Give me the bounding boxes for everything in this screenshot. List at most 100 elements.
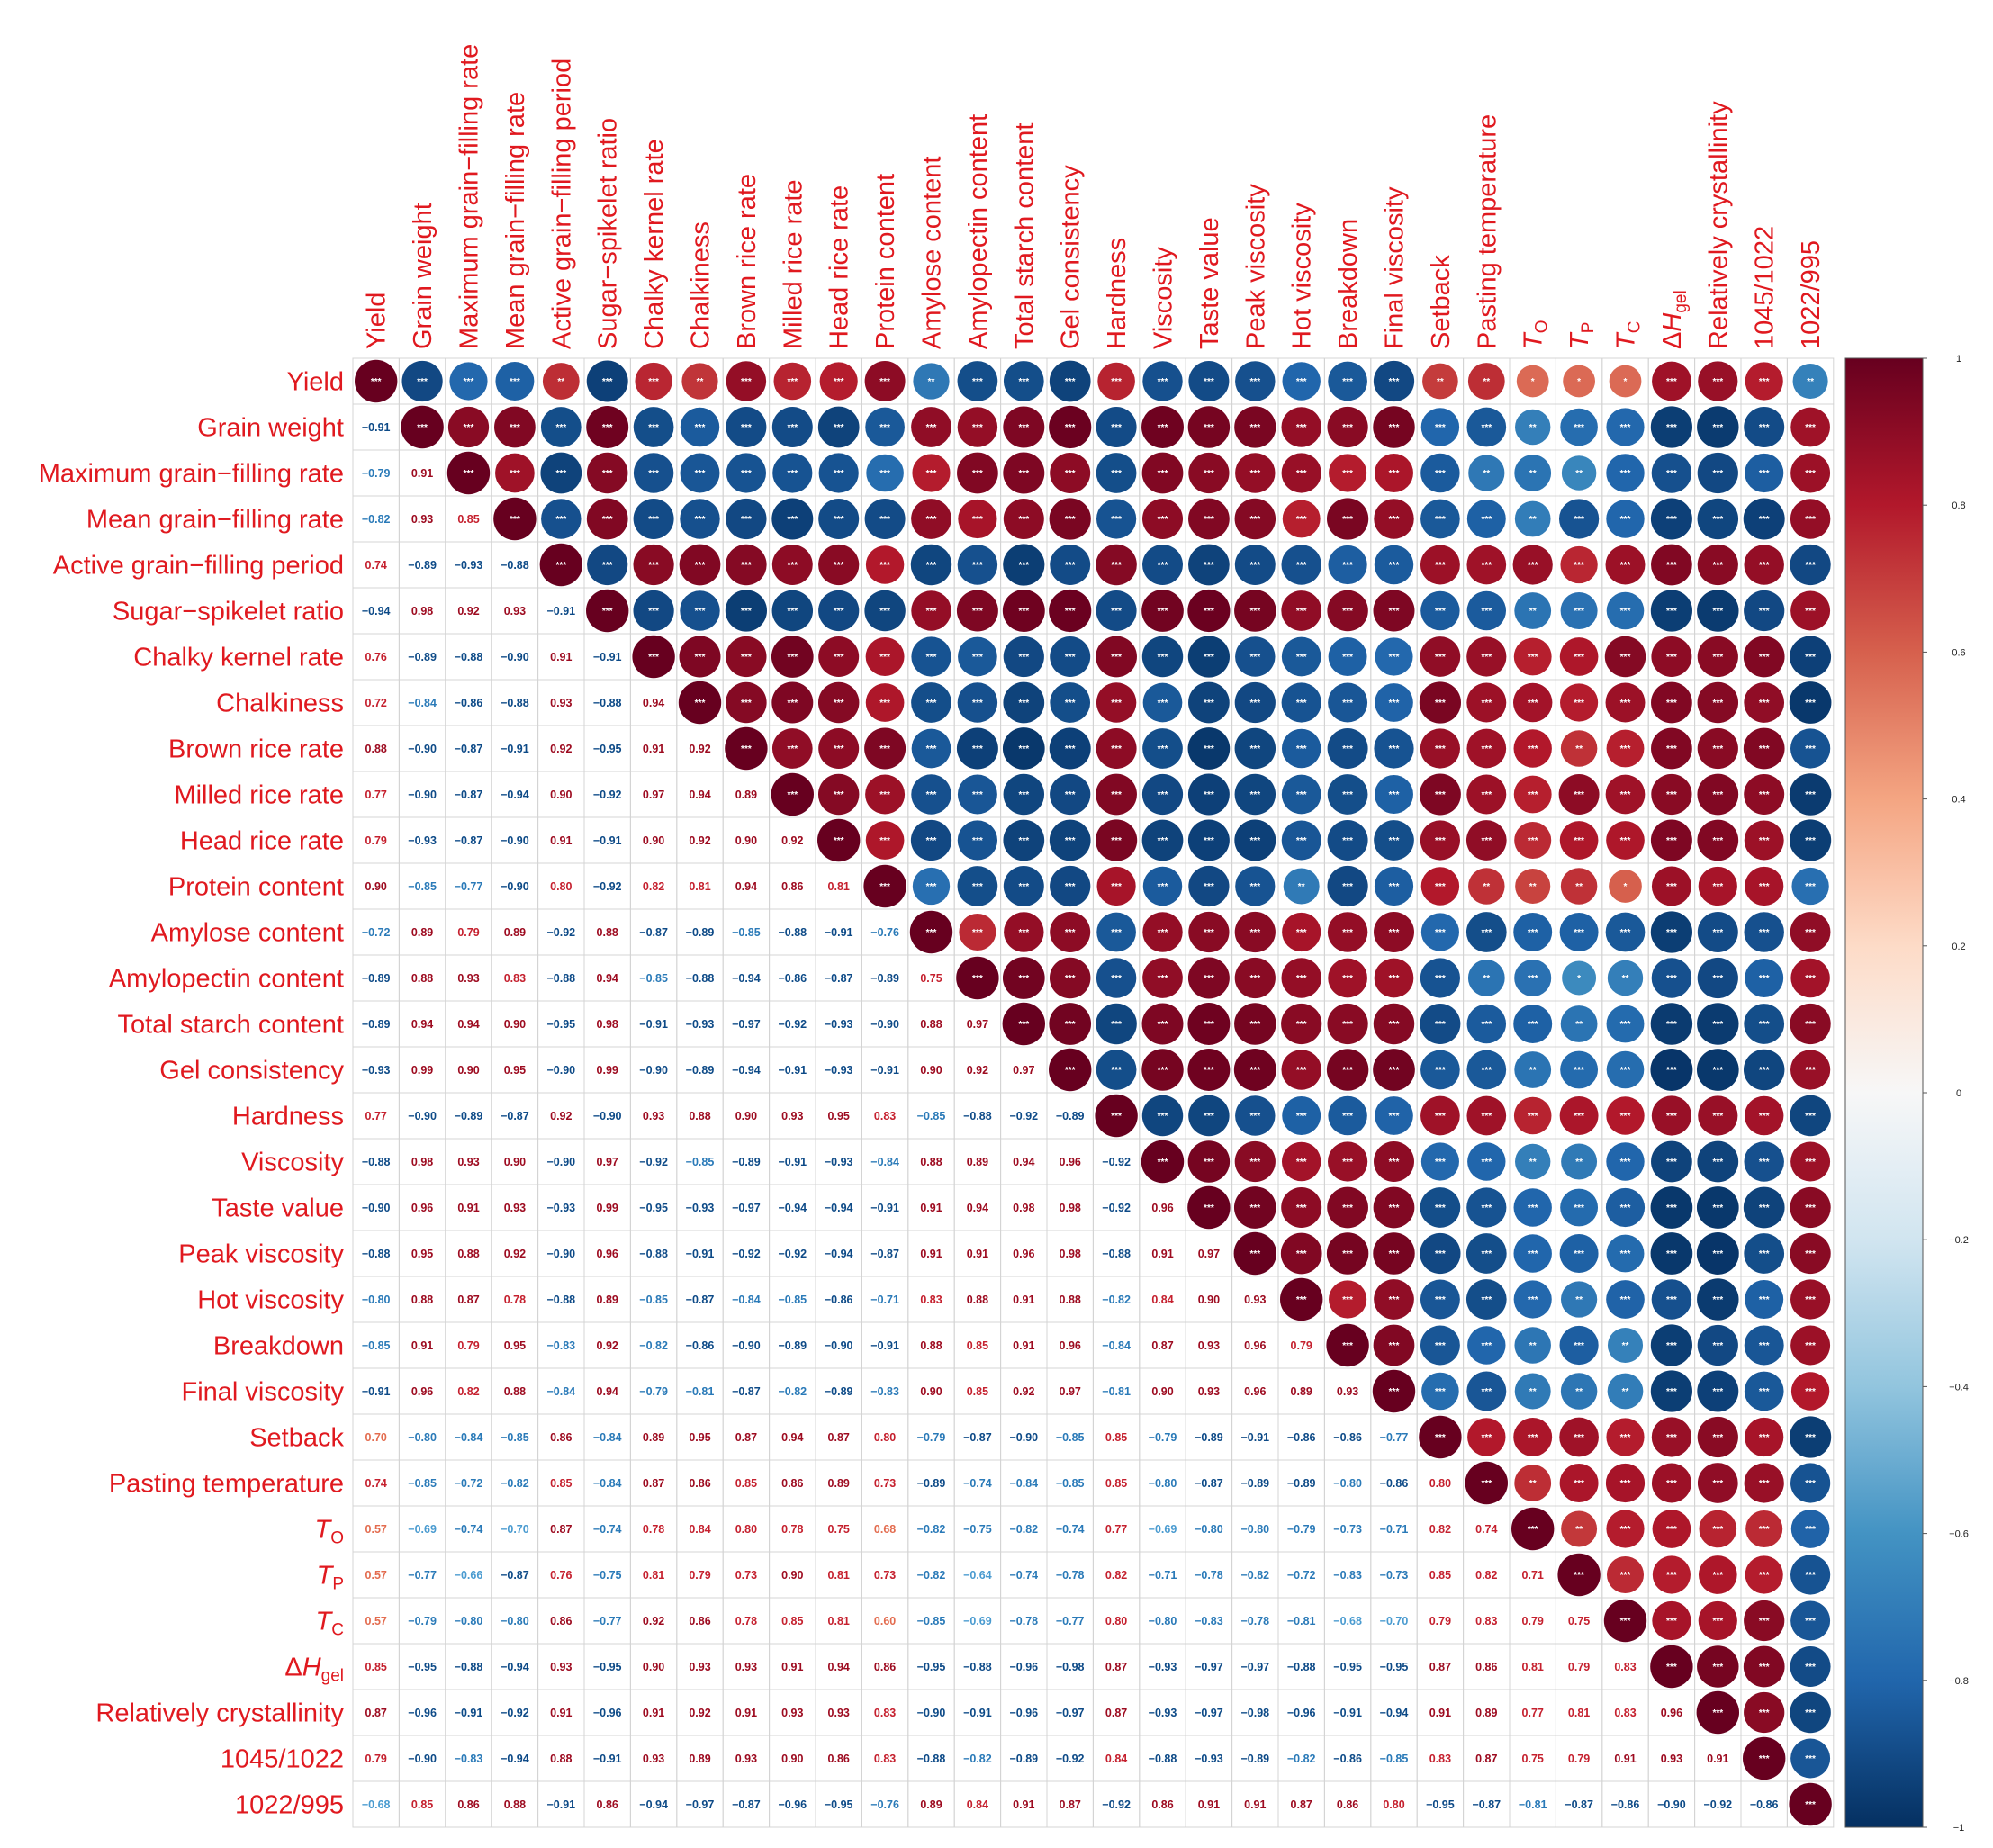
column-label: ΔHgel (1658, 290, 1691, 349)
correlation-value: −0.90 (501, 651, 529, 663)
correlation-value: 0.93 (550, 1661, 572, 1673)
row-label: Head rice rate (180, 827, 344, 856)
correlation-circle (912, 867, 951, 906)
correlation-value: 0.75 (1568, 1615, 1590, 1627)
correlation-value: −0.81 (686, 1385, 715, 1398)
correlation-circle (1468, 455, 1505, 491)
significance-label: *** (1481, 699, 1492, 708)
correlation-circle (1187, 727, 1231, 770)
significance-label: *** (1666, 1479, 1677, 1489)
significance-label: *** (1018, 653, 1029, 663)
correlation-value: −0.74 (593, 1523, 622, 1536)
correlation-value: −0.97 (1240, 1661, 1269, 1673)
significance-label: ** (1483, 882, 1490, 892)
significance-label: *** (1018, 744, 1029, 754)
correlation-circle (1326, 1049, 1369, 1091)
correlation-circle (1790, 1416, 1832, 1458)
significance-label: *** (1805, 1525, 1816, 1535)
correlation-value: −0.89 (1240, 1477, 1269, 1490)
correlation-circle (1466, 500, 1506, 538)
significance-label: *** (1574, 1066, 1584, 1076)
correlation-value: 0.96 (1060, 1339, 1081, 1352)
correlation-value: −0.88 (778, 926, 807, 939)
correlation-value: −0.90 (408, 1110, 437, 1122)
significance-label: *** (1018, 1020, 1029, 1030)
correlation-value: −0.89 (686, 1064, 715, 1077)
correlation-circle (539, 543, 582, 587)
correlation-circle (1466, 682, 1507, 723)
significance-label: *** (926, 561, 937, 571)
correlation-value: 0.93 (828, 1707, 850, 1719)
correlation-value: −0.91 (593, 834, 622, 847)
significance-label: *** (879, 561, 890, 571)
significance-label: ** (1575, 744, 1583, 754)
correlation-value: 0.92 (504, 1248, 526, 1260)
correlation-value: −0.92 (501, 1707, 529, 1719)
correlation-circle (1003, 681, 1045, 724)
correlation-circle (1652, 1510, 1691, 1548)
correlation-circle (1605, 1463, 1646, 1503)
correlation-value: 0.91 (1013, 1294, 1034, 1306)
correlation-circle (1283, 868, 1320, 905)
correlation-value: 0.81 (828, 880, 850, 893)
correlation-circle (911, 774, 951, 815)
significance-label: *** (1111, 836, 1122, 846)
correlation-circle (1374, 820, 1414, 861)
significance-label: *** (1111, 653, 1122, 663)
row-label: Yield (287, 368, 344, 397)
column-label: Setback (1427, 255, 1456, 349)
significance-label: *** (1249, 423, 1260, 433)
significance-label: *** (1249, 974, 1260, 984)
correlation-circle (1744, 682, 1785, 723)
significance-label: *** (1481, 515, 1492, 525)
significance-label: *** (695, 607, 706, 617)
correlation-value: −0.87 (963, 1431, 992, 1444)
correlation-circle (1790, 1003, 1831, 1045)
correlation-circle (1282, 1096, 1321, 1135)
correlation-circle (1282, 912, 1321, 952)
correlation-circle (911, 728, 951, 769)
significance-label: *** (1204, 515, 1214, 525)
correlation-circle (1374, 499, 1414, 539)
correlation-circle (1142, 866, 1183, 906)
correlation-circle (1420, 1095, 1460, 1136)
correlation-value: −0.91 (870, 1202, 899, 1214)
significance-label: *** (1204, 928, 1214, 938)
significance-label: *** (1759, 836, 1770, 846)
correlation-circle (771, 545, 813, 585)
significance-label: *** (695, 561, 706, 571)
correlation-value: −0.92 (778, 1018, 807, 1031)
significance-label: *** (648, 607, 659, 617)
correlation-circle (1281, 958, 1321, 998)
correlation-value: 0.91 (920, 1248, 942, 1260)
correlation-circle (1049, 1048, 1092, 1092)
correlation-circle (1420, 1187, 1461, 1228)
correlation-value: 0.83 (874, 1707, 896, 1719)
correlation-value: 0.78 (643, 1523, 664, 1536)
correlation-circle (1744, 1325, 1784, 1366)
correlation-circle (633, 499, 674, 539)
significance-label: *** (1296, 699, 1307, 708)
significance-label: *** (1204, 653, 1214, 663)
significance-label: *** (555, 423, 566, 433)
correlation-circle (633, 590, 674, 632)
row-label: Relatively crystallinity (95, 1699, 344, 1728)
correlation-value: −0.73 (1333, 1523, 1362, 1536)
correlation-circle (1697, 957, 1738, 999)
correlation-value: −0.97 (1195, 1707, 1223, 1719)
correlation-value: 0.75 (920, 972, 942, 985)
correlation-value: −0.95 (1380, 1661, 1409, 1673)
colorbar-tick-label: 1 (1956, 354, 1961, 365)
correlation-circle (1514, 455, 1552, 491)
significance-label: *** (1805, 1754, 1816, 1764)
correlation-value: 0.91 (1244, 1798, 1266, 1811)
correlation-value: 0.90 (781, 1753, 803, 1765)
significance-label: ** (928, 377, 935, 387)
correlation-circle (1096, 682, 1137, 723)
significance-label: *** (695, 469, 706, 479)
correlation-value: 0.90 (457, 1064, 479, 1077)
correlation-circle (1743, 498, 1785, 540)
row-label: Hot viscosity (197, 1286, 344, 1315)
correlation-circle (679, 636, 721, 678)
correlation-circle (1697, 1140, 1739, 1183)
